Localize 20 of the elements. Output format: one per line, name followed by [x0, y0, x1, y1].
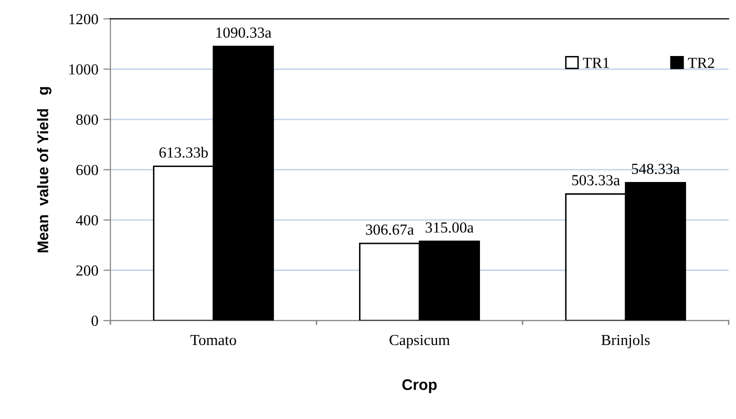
- x-tick-label: Capsicum: [390, 334, 450, 348]
- legend-label: TR1: [582, 58, 609, 68]
- x-axis-title: Crop: [402, 379, 437, 394]
- data-label: 503.33a: [572, 175, 620, 186]
- y-tick-label: 0: [92, 316, 98, 326]
- data-label: 306.67a: [366, 224, 414, 235]
- data-label: 1090.33a: [216, 27, 272, 38]
- y-tick-label: 400: [76, 215, 98, 226]
- data-label: 315.00a: [426, 222, 474, 233]
- y-tick-label: 600: [76, 164, 98, 176]
- legend-label: TR2: [688, 58, 714, 68]
- y-tick-label: 1200: [69, 14, 98, 24]
- y-tick-label: 800: [76, 114, 98, 125]
- y-axis-title: Mean value of Yield g: [37, 87, 52, 252]
- data-label: 548.33a: [632, 164, 680, 174]
- y-tick-label: 200: [76, 265, 98, 276]
- x-tick-label: Tomato: [190, 335, 236, 346]
- y-tick-label: 1000: [69, 64, 98, 75]
- x-tick-label: Brinjols: [601, 334, 650, 348]
- data-label: 613.33b: [159, 146, 208, 158]
